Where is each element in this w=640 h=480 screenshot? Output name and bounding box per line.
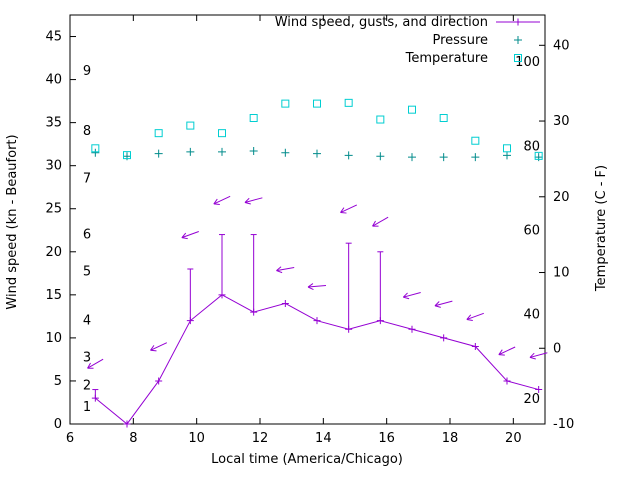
wind-direction-arrow: [276, 266, 295, 274]
x-tick-label: 8: [129, 431, 137, 446]
temperature-point: [249, 114, 258, 123]
y-left-tick-label: 40: [45, 73, 62, 88]
x-axis-ticks: 6 8 10 12 14 16 18 20: [66, 15, 522, 446]
temperature-point: [408, 105, 416, 114]
wind-direction-arrow: [372, 216, 389, 227]
wind-direction-arrow: [340, 204, 358, 214]
wind-direction-arrow: [181, 231, 199, 240]
wind-direction-arrow: [498, 346, 516, 356]
y-left-tick-label: 5: [54, 374, 62, 389]
legend: Wind speed, gusts, and direction Pressure…: [275, 15, 540, 66]
temperature-point: [534, 151, 543, 160]
fahrenheit-label: 20: [523, 392, 540, 407]
beaufort-label: 1: [83, 400, 91, 415]
fahrenheit-label: 60: [523, 223, 540, 238]
wind-direction-arrow: [244, 197, 263, 205]
temperature-point: [218, 129, 226, 138]
y-right-tick-label: 30: [553, 114, 570, 129]
temperature-point: [91, 144, 100, 153]
temperature-point: [313, 99, 321, 108]
temperature-point: [281, 99, 290, 108]
x-tick-label: 18: [442, 431, 459, 446]
legend-entry: Wind speed, gusts, and direction: [275, 15, 540, 30]
legend-label: Wind speed, gusts, and direction: [275, 15, 488, 30]
x-tick-label: 16: [378, 431, 395, 446]
wind-direction-arrow: [213, 195, 231, 205]
beaufort-label: 4: [83, 314, 91, 329]
y-axis-title-left: Wind speed (kn - Beaufort): [5, 134, 20, 309]
wind-direction-arrow: [87, 358, 104, 369]
beaufort-label: 2: [83, 378, 91, 393]
y-axis-title-right: Temperature (C - F): [594, 165, 609, 292]
temperature-point: [503, 144, 511, 153]
beaufort-label: 5: [83, 265, 91, 280]
plot-border: [69, 14, 546, 425]
temperature-point: [154, 129, 163, 138]
wind-direction-arrow: [402, 292, 421, 300]
y-right-tick-label: 20: [553, 190, 570, 205]
fahrenheit-scale-labels: 20 40 60 80 100: [515, 55, 540, 407]
y-right-tick-label: 10: [553, 266, 570, 281]
beaufort-label: 3: [83, 351, 91, 366]
x-tick-label: 20: [505, 431, 522, 446]
y-right-tick-label: 0: [553, 341, 561, 356]
beaufort-scale-labels: 1 2 3 4 5 6 7 8 9: [83, 64, 91, 415]
x-tick-label: 12: [252, 431, 269, 446]
y-left-tick-label: 15: [45, 288, 62, 303]
beaufort-label: 9: [83, 64, 91, 79]
y-left-tick-label: 10: [45, 331, 62, 346]
temperature-series: [91, 98, 543, 160]
chart-plot-area: 6 8 10 12 14 16 18 20051015202530354045-1001020…: [45, 14, 574, 446]
y-left-tick-label: 20: [45, 245, 62, 260]
temperature-point: [376, 115, 385, 124]
wind-direction-arrow: [434, 300, 453, 308]
legend-label: Pressure: [432, 33, 488, 48]
wind-direction-arrow: [150, 342, 168, 352]
pressure-series: [91, 147, 543, 162]
y-left-tick-label: 30: [45, 159, 62, 174]
temperature-point: [471, 136, 480, 145]
temperature-point: [439, 114, 448, 123]
x-tick-label: 14: [315, 431, 332, 446]
beaufort-label: 6: [83, 228, 91, 243]
wind-series: [87, 195, 548, 428]
x-axis-title: Local time (America/Chicago): [211, 452, 403, 467]
wind-direction-arrow: [529, 352, 548, 360]
y-left-tick-label: 25: [45, 202, 62, 217]
beaufort-label: 7: [83, 172, 91, 187]
y-right-tick-label: -10: [553, 417, 574, 432]
fahrenheit-label: 100: [515, 55, 540, 70]
legend-label: Temperature: [405, 51, 488, 66]
temperature-point: [344, 98, 353, 107]
fahrenheit-label: 80: [523, 139, 540, 154]
y-left-tick-label: 35: [45, 116, 62, 131]
legend-entry: Pressure: [432, 33, 522, 48]
temperature-point: [186, 121, 195, 130]
wind-direction-arrow: [307, 283, 327, 291]
y-left-tick-label: 0: [54, 417, 62, 432]
y-right-tick-label: 40: [553, 38, 570, 53]
fahrenheit-label: 40: [523, 308, 540, 323]
legend-entry: Temperature: [405, 51, 522, 66]
beaufort-label: 8: [83, 124, 91, 139]
y-right-axis-ticks: -10 0 10 20 30 40: [539, 38, 574, 432]
temperature-point: [123, 151, 131, 160]
y-left-axis-ticks: 0 5 10 15 20 25 30 35 40 45: [45, 30, 76, 432]
x-tick-label: 10: [188, 431, 205, 446]
y-left-tick-label: 45: [45, 30, 62, 45]
wind-direction-arrow: [466, 312, 484, 321]
x-tick-label: 6: [66, 431, 74, 446]
